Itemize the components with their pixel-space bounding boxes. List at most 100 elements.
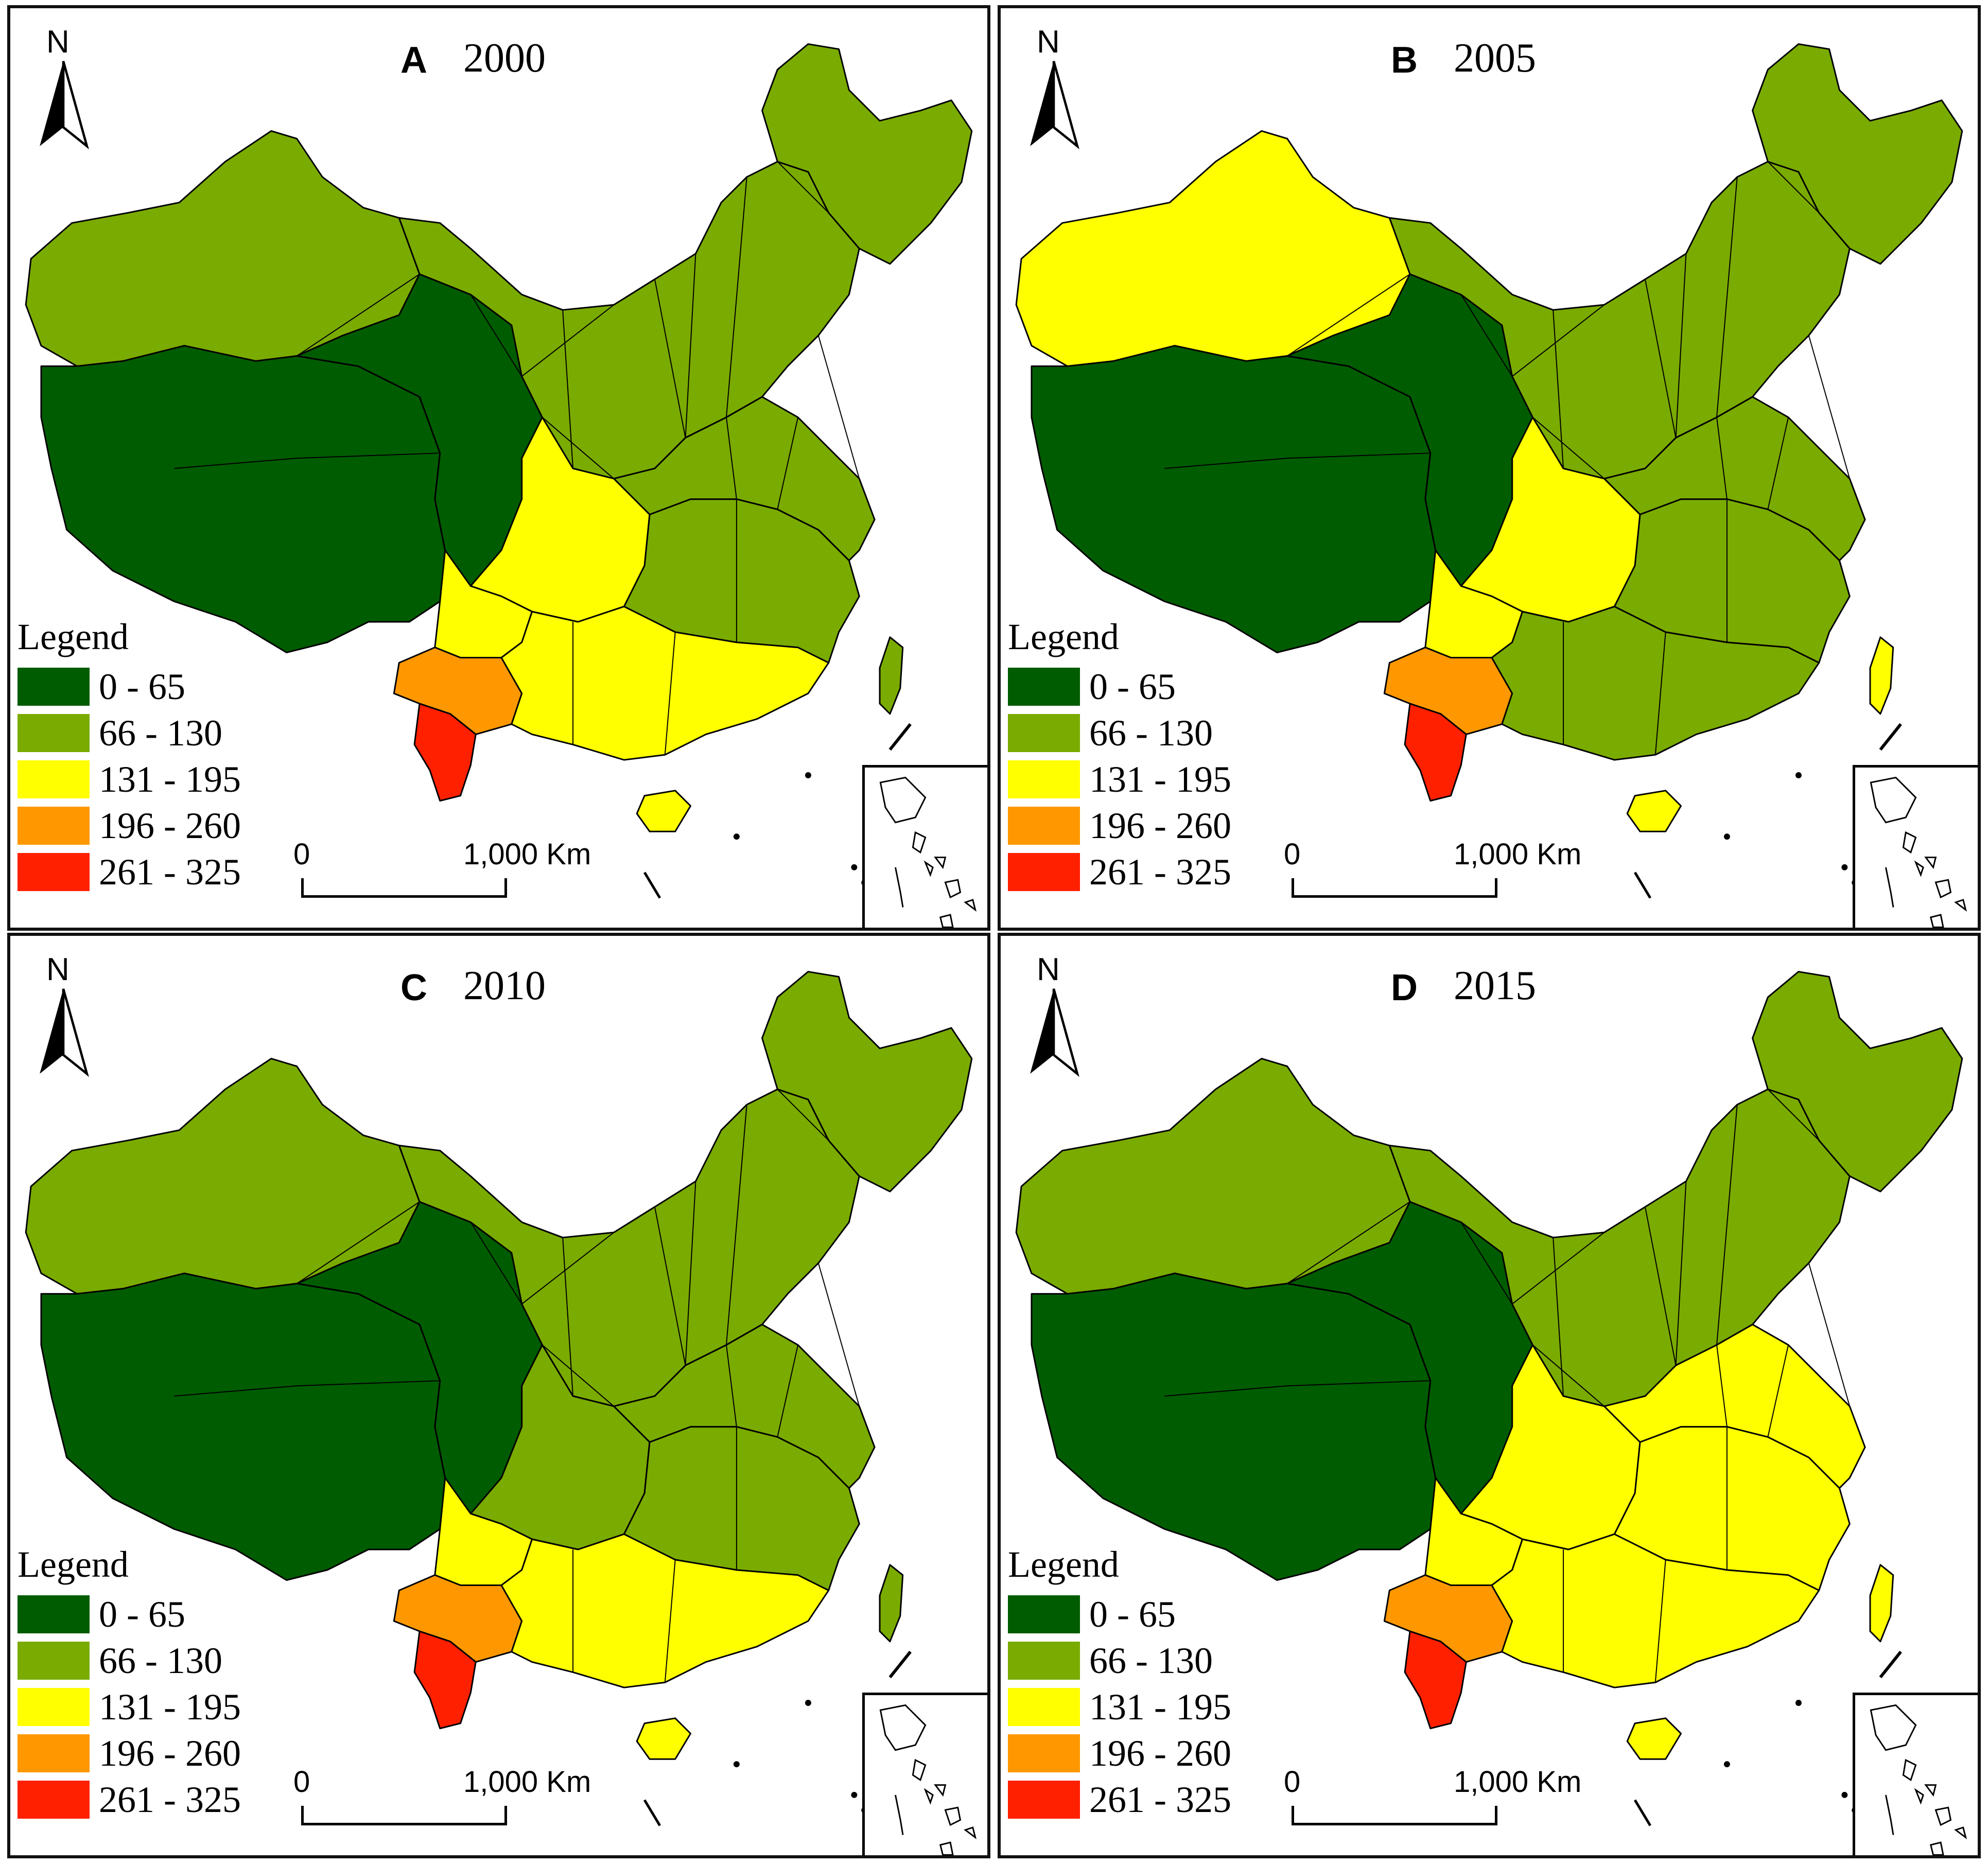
province-boundary [1640,498,1681,515]
province-boundary [1767,417,1789,510]
north-label: N [1037,24,1060,60]
province-boundary [1644,279,1677,438]
legend-label: 131 - 195 [1089,1686,1231,1728]
legend-item: 0 - 65 [1008,664,1231,710]
island-mark [805,772,811,778]
legend-label: 0 - 65 [99,1593,185,1635]
legend-item: 0 - 65 [1008,1591,1231,1637]
panel-letter: A [400,40,427,81]
province-boundary [1808,335,1851,479]
legend-label: 261 - 325 [1089,1779,1231,1820]
province-boundary [1767,1089,1820,1141]
scale-zero-label: 0 [1284,838,1301,871]
province-boundary [1675,1181,1687,1366]
region-tibet [1031,345,1437,654]
inset-coast [923,1788,934,1805]
inset-coast [934,1784,947,1797]
province-boundary [1716,177,1738,417]
scale-bar [301,1806,507,1825]
province-boundary [174,1380,440,1397]
province-boundary [112,1497,175,1530]
south-china-sea-inset [1853,1693,1978,1855]
legend-swatch [18,714,90,752]
region-taiwan [879,1564,904,1643]
province-boundary [1512,1232,1605,1304]
province-boundary [470,1222,522,1304]
region-north [1388,1088,1851,1407]
province-boundary [1767,161,1820,214]
province-boundary [562,1237,574,1397]
boundary-dash [1879,1650,1902,1679]
province-boundary [1644,1207,1677,1366]
region-tibet [1031,1273,1437,1581]
province-boundary [1603,278,1646,305]
province-boundary [817,1263,860,1407]
south-china-sea-inset [1853,765,1978,928]
province-boundary [664,1559,676,1683]
legend-label: 131 - 195 [99,758,241,800]
legend: Legend 0 - 65 66 - 130 131 - 195 196 - 260 26… [1008,1543,1231,1823]
legend-swatch [1008,853,1080,891]
map-panel-a: A 2000 N Legend 0 - 65 66 - 130 131 - 195 196 -… [7,5,990,931]
legend-item: 261 - 325 [1008,849,1231,895]
province-boundary [664,632,676,755]
inset-coast [1954,899,1967,912]
province-boundary [297,273,420,357]
province-boundary [613,1206,655,1233]
region-tibet [40,1273,446,1581]
region-east [613,396,876,562]
legend-label: 66 - 130 [99,712,222,754]
legend-item: 131 - 195 [18,756,241,803]
province-boundary [1532,1344,1605,1407]
island-mark [851,864,858,870]
province-boundary [1654,1559,1666,1683]
inset-coast [1934,879,1952,899]
island-mark [733,1761,740,1768]
province-boundary [1164,1380,1431,1397]
province-boundary [1808,1263,1851,1407]
island-mark [1723,1761,1730,1768]
island-mark [1841,864,1848,870]
scale-distance-label: 1,000 Km [1454,838,1582,871]
inset-coast [1929,914,1944,928]
china-map [1015,43,1963,899]
province-boundary [1716,1104,1738,1345]
legend-swatch [18,1595,90,1633]
scale-distance-label: 1,000 Km [463,1765,591,1799]
inset-coast [939,914,954,928]
panel-year: 2000 [463,36,546,81]
province-boundary [685,1181,696,1366]
region-yunnan-south [413,1630,477,1730]
boundary-dash [1633,872,1652,899]
legend-label: 131 - 195 [99,1686,241,1728]
legend-label: 0 - 65 [1089,666,1176,707]
legend-label: 0 - 65 [1089,1593,1176,1635]
scale-distance-label: 1,000 Km [463,838,591,871]
region-yunnan-south [1404,703,1467,802]
legend-swatch [18,853,90,891]
inset-coast [1924,857,1937,869]
legend-label: 261 - 325 [99,851,241,893]
china-map [1015,971,1963,1826]
south-china-sea-inset [862,765,987,928]
legend: Legend 0 - 65 66 - 130 131 - 195 196 - 260 26… [18,616,241,895]
scale-distance-label: 1,000 Km [1454,1765,1582,1799]
province-boundary [521,304,615,377]
island-mark [1723,833,1730,840]
region-hainan [636,1717,691,1760]
region-northeast [761,971,973,1193]
island-mark [1795,772,1802,778]
inset-coast [1870,776,1917,824]
province-boundary [777,417,799,510]
region-northeast [761,43,973,265]
province-boundary [726,1345,737,1427]
inset-coast [964,899,977,912]
legend-swatch [1008,1734,1080,1772]
north-arrow-icon [40,61,89,150]
legend-label: 66 - 130 [1089,1640,1213,1681]
legend-title: Legend [1008,1544,1119,1585]
legend-item: 261 - 325 [18,1776,241,1823]
scale-bar [1292,1806,1497,1825]
region-northeast [1752,971,1963,1193]
